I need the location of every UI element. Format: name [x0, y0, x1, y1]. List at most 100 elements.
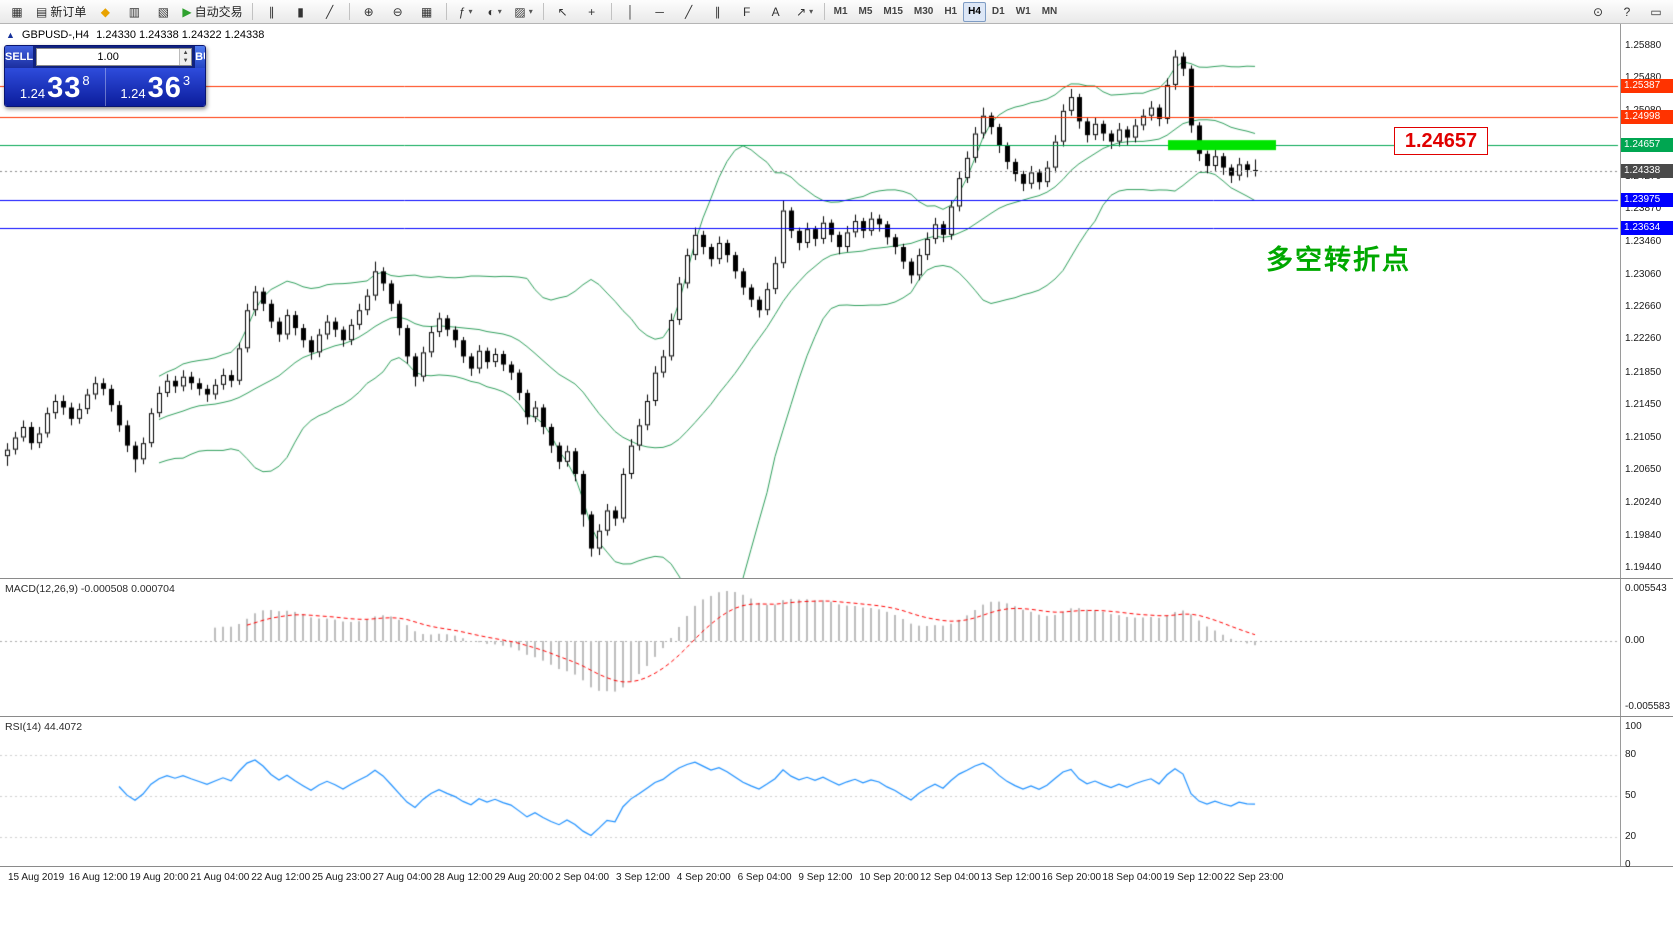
timeframe-D1-button[interactable]: D1 — [991, 6, 1005, 17]
rsi-canvas[interactable] — [0, 717, 1673, 866]
one-click-trading-panel: SELL ▲ ▼ BUY 1.24 33 8 1.24 — [4, 45, 206, 107]
trendline-icon: ╱ — [684, 4, 693, 19]
indicators-button[interactable]: ƒ ▾ — [452, 1, 480, 23]
sell-price-sup: 8 — [82, 73, 90, 88]
one-click-collapse-icon[interactable]: ▲ — [6, 30, 15, 40]
rsi-axis-label: 20 — [1625, 831, 1637, 843]
price-axis-label: 1.23060 — [1625, 268, 1662, 280]
zoom-out-button[interactable]: ⊖ — [384, 1, 412, 23]
ohlc-readout: 1.24330 1.24338 1.24322 1.24338 — [96, 29, 265, 41]
docking-button[interactable]: ▭ — [1642, 1, 1670, 23]
chart-bars-button[interactable]: ∥ — [258, 1, 286, 23]
macd-canvas[interactable] — [0, 579, 1673, 716]
timeframe-H4-button[interactable]: H4 — [963, 1, 986, 22]
volume-down-icon[interactable]: ▼ — [180, 57, 192, 65]
play-icon: ▶ — [182, 4, 192, 19]
pane-separator[interactable] — [0, 578, 1673, 579]
search-button[interactable]: ⊙ — [1584, 1, 1612, 23]
chevron-down-icon: ▾ — [468, 7, 473, 16]
templates-button[interactable]: ▨ ▾ — [510, 1, 538, 23]
time-axis-label: 2 Sep 04:00 — [555, 872, 610, 883]
price-chart-canvas[interactable] — [0, 24, 1673, 578]
line-chart-icon: ╱ — [325, 4, 334, 19]
sell-price-big: 33 — [47, 72, 82, 104]
timeframe-M1-button[interactable]: M1 — [833, 6, 848, 17]
timeframe-W1-button[interactable]: W1 — [1015, 6, 1031, 17]
trendline-button[interactable]: ╱ — [675, 1, 703, 23]
timeframe-H1-button[interactable]: H1 — [944, 6, 958, 17]
time-axis-label: 4 Sep 20:00 — [676, 872, 731, 883]
chart-candles-button[interactable]: ▮ — [287, 1, 315, 23]
help-icon: ? — [1623, 4, 1631, 19]
time-axis-label: 15 Aug 2019 — [8, 872, 65, 883]
horizontal-line-button[interactable]: ─ — [646, 1, 674, 23]
tile-windows-icon: ▦ — [420, 4, 433, 19]
chevron-down-icon: ▾ — [809, 7, 814, 16]
metaeditor-button[interactable]: ◆ — [91, 1, 119, 23]
rsi-axis-label: 50 — [1625, 790, 1637, 801]
new-order-button-label: 新订单 — [50, 5, 87, 19]
toolbar-separator — [251, 3, 253, 20]
symbol-period-label: GBPUSD-,H4 — [21, 29, 90, 41]
time-axis-label: 13 Sep 12:00 — [980, 872, 1041, 883]
price-axis[interactable]: 1.258801.254801.250801.246801.242701.238… — [1621, 24, 1673, 578]
terminal-button[interactable]: ▦ — [3, 1, 31, 23]
volume-up-icon[interactable]: ▲ — [180, 49, 192, 57]
text-button[interactable]: A — [762, 1, 790, 23]
sell-button[interactable]: SELL — [5, 46, 34, 68]
sell-price-button[interactable]: 1.24 33 8 — [5, 68, 106, 106]
buy-price-button[interactable]: 1.24 36 3 — [106, 68, 206, 106]
timeframe-MN-button[interactable]: MN — [1041, 6, 1058, 17]
macd-axis[interactable]: 0.005543 0.00 -0.005583 — [1621, 579, 1673, 716]
profiles-button[interactable]: ▥ — [120, 1, 148, 23]
macd-header: MACD(12,26,9) -0.000508 0.000704 — [5, 583, 175, 595]
timeframe-M30-button[interactable]: M30 — [913, 6, 934, 17]
autotrading-button[interactable]: ▶ 自动交易 — [178, 1, 246, 23]
turning-point-annotation[interactable]: 多空转折点 — [1266, 245, 1411, 275]
time-axis[interactable]: 15 Aug 2019 16 Aug 12:00 19 Aug 20:00 21 Au… — [0, 866, 1673, 895]
search-icon: ⊙ — [1592, 4, 1604, 19]
time-axis-label: 22 Aug 12:00 — [251, 872, 311, 883]
rsi-axis[interactable]: 100 80 50 20 0 — [1621, 717, 1673, 870]
cursor-button[interactable]: ↖ — [549, 1, 577, 23]
bar-chart-icon: ∥ — [268, 4, 275, 19]
profiles-icon: ▥ — [128, 4, 141, 19]
toolbar: ▦ ▤ 新订单 ◆ ▥ ▧ ▶ 自动交易 ∥ ▮ ╱ ⊕ ⊖ ▦ ƒ ▾ ◐ ▾ ▨ ▾ ↖ + │ ─ ╱ ∥ F A ↗ ▾ M1 M5… — [0, 0, 1673, 24]
toolbar-separator — [823, 3, 825, 20]
autotrading-button-label: 自动交易 — [194, 5, 243, 19]
periods-button[interactable]: ◐ ▾ — [481, 1, 509, 23]
fibonacci-icon: F — [742, 4, 751, 19]
channel-button[interactable]: ∥ — [704, 1, 732, 23]
terminal-icon: ▦ — [11, 4, 23, 19]
buy-button[interactable]: BUY — [195, 46, 205, 68]
price-axis-label: 1.21050 — [1625, 431, 1662, 443]
new-order-icon: ▤ — [36, 4, 48, 19]
time-axis-label: 28 Aug 12:00 — [433, 872, 493, 883]
price-callout[interactable]: 1.24657 — [1394, 127, 1488, 155]
chevron-down-icon: ▾ — [528, 7, 533, 16]
chart-line-button[interactable]: ╱ — [316, 1, 344, 23]
timeframe-M15-button[interactable]: M15 — [883, 6, 903, 17]
arrows-button[interactable]: ↗ ▾ — [791, 1, 819, 23]
price-axis-label: 1.21450 — [1625, 399, 1662, 411]
toolbar-separator — [610, 3, 612, 20]
new-order-button[interactable]: ▤ 新订单 — [32, 1, 90, 23]
vertical-line-button[interactable]: │ — [617, 1, 645, 23]
tile-windows-button[interactable]: ▦ — [413, 1, 441, 23]
timeframe-M5-button[interactable]: M5 — [858, 6, 873, 17]
volume-input[interactable] — [37, 49, 180, 65]
fibonacci-button[interactable]: F — [733, 1, 761, 23]
macd-axis-label: -0.005583 — [1625, 701, 1671, 712]
window-icon: ▭ — [1650, 4, 1662, 19]
level-tag-1.24657: 1.24657 — [1621, 138, 1673, 153]
history-center-icon: ▧ — [157, 4, 170, 19]
history-center-button[interactable]: ▧ — [149, 1, 177, 23]
help-button[interactable]: ? — [1613, 1, 1641, 23]
pane-separator[interactable] — [0, 716, 1673, 717]
zoom-in-button[interactable]: ⊕ — [355, 1, 383, 23]
level-tag-1.24998: 1.24998 — [1621, 110, 1673, 125]
crosshair-button[interactable]: + — [578, 1, 606, 23]
level-tag-1.23975: 1.23975 — [1621, 193, 1673, 208]
volume-stepper: ▲ ▼ — [179, 49, 192, 65]
